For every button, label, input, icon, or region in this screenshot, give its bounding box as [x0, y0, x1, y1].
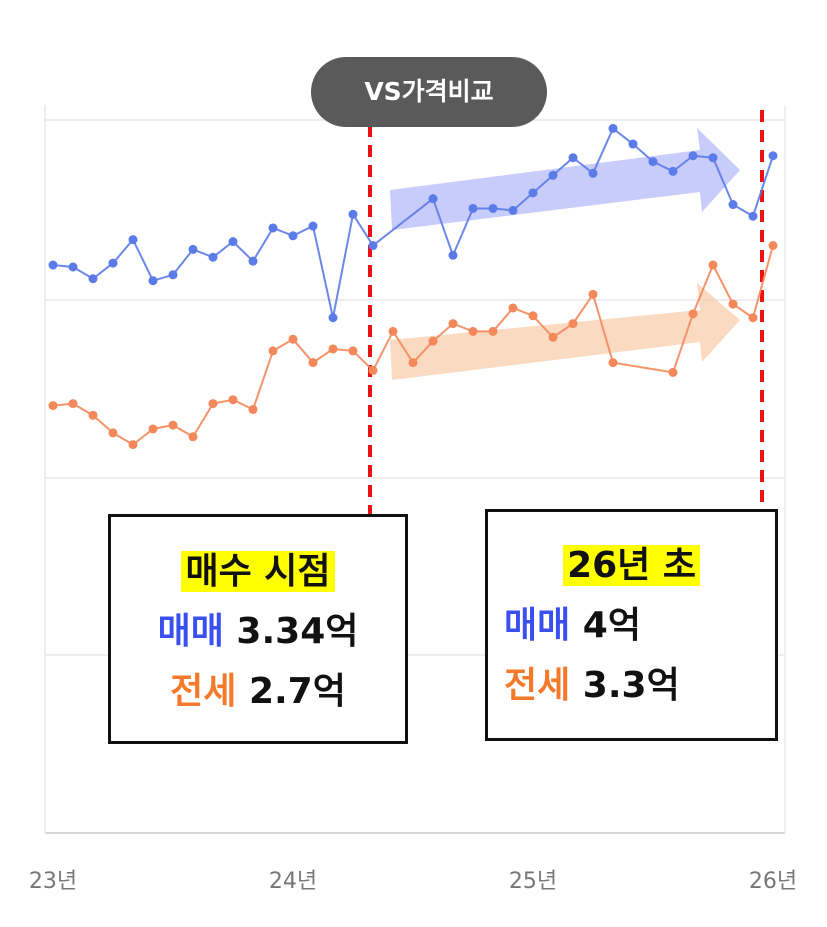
data-point [248, 256, 258, 266]
data-point [568, 319, 578, 329]
data-point [748, 211, 758, 221]
data-point [188, 244, 198, 254]
data-point [548, 332, 558, 342]
data-point [628, 139, 638, 149]
data-point [168, 270, 178, 280]
data-point [108, 258, 118, 268]
annotation-box: 매수 시점 매매 3.34억 전세 2.7억 [108, 514, 408, 744]
data-point [608, 123, 618, 133]
data-point [68, 262, 78, 272]
data-point [648, 157, 658, 167]
annotation-label: 매매 [157, 611, 224, 652]
data-point [288, 231, 298, 241]
data-point [548, 170, 558, 180]
annotation-title: 매수 시점 [181, 551, 335, 592]
data-point [268, 223, 278, 233]
data-point [668, 367, 678, 377]
data-point [128, 440, 138, 450]
annotation-title: 26년 초 [563, 545, 700, 586]
data-point [708, 153, 718, 163]
trend-arrow [390, 128, 740, 230]
data-point [48, 401, 58, 411]
data-point [368, 365, 378, 375]
data-point [428, 336, 438, 346]
data-point [388, 326, 398, 336]
data-point [688, 151, 698, 161]
data-point [468, 326, 478, 336]
data-point [188, 432, 198, 442]
data-point [268, 346, 278, 356]
data-point [448, 319, 458, 329]
data-point [568, 153, 578, 163]
data-point [448, 250, 458, 260]
x-tick-label: 25년 [509, 869, 557, 894]
data-point [408, 358, 418, 368]
data-point [108, 428, 118, 438]
data-point [88, 410, 98, 420]
data-point [588, 168, 598, 178]
annotation-label: 매매 [504, 605, 571, 646]
data-point [748, 313, 758, 323]
data-point [68, 399, 78, 409]
annotation-value: 4억 [582, 605, 641, 646]
data-point [708, 260, 718, 270]
data-point [528, 311, 538, 321]
data-point [508, 303, 518, 313]
annotation-value: 3.34억 [236, 611, 359, 652]
data-point [488, 203, 498, 213]
data-point [768, 151, 778, 161]
data-point [208, 399, 218, 409]
data-point [468, 203, 478, 213]
data-point [428, 194, 438, 204]
data-point [508, 205, 518, 215]
data-point [228, 237, 238, 247]
plot: 23년 24년 25년 26년 [29, 123, 797, 894]
data-point [208, 252, 218, 262]
data-point [348, 209, 358, 219]
data-point [48, 260, 58, 270]
data-point [308, 221, 318, 231]
annotation-value: 2.7억 [248, 671, 346, 712]
data-point [308, 358, 318, 368]
annotation-box: 26년 초 매매 4억 전세 3.3억 [485, 509, 778, 741]
x-tick-label: 26년 [749, 869, 797, 894]
data-point [328, 313, 338, 323]
compare-button[interactable]: VS가격비교 [311, 57, 547, 127]
data-point [528, 188, 538, 198]
data-point [228, 395, 238, 405]
data-point [608, 358, 618, 368]
data-point [728, 200, 738, 210]
data-point [328, 344, 338, 354]
data-point [668, 166, 678, 176]
data-point [168, 420, 178, 430]
data-point [148, 276, 158, 286]
x-tick-label: 23년 [29, 869, 77, 894]
data-point [128, 235, 138, 245]
data-point [728, 299, 738, 309]
x-tick-label: 24년 [269, 869, 317, 894]
data-point [88, 274, 98, 284]
data-point [348, 346, 358, 356]
data-point [248, 404, 258, 414]
data-point [588, 289, 598, 299]
data-point [768, 241, 778, 251]
data-point [288, 334, 298, 344]
data-point [488, 326, 498, 336]
annotation-value: 3.3억 [582, 665, 680, 706]
annotation-label: 전세 [504, 665, 571, 706]
data-point [148, 424, 158, 434]
data-point [688, 309, 698, 319]
trend-arrow [390, 283, 740, 380]
annotation-label: 전세 [170, 671, 237, 712]
data-point [368, 241, 378, 251]
